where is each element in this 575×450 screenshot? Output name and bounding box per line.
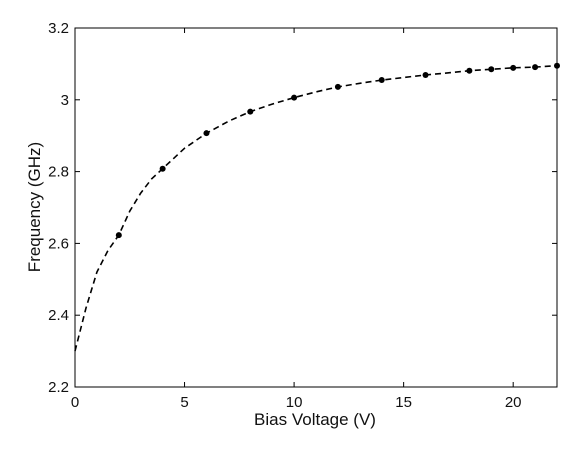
data-point xyxy=(378,77,385,84)
fit-curve-dashed xyxy=(74,64,558,352)
x-axis-title: Bias Voltage (V) xyxy=(254,410,376,429)
data-point xyxy=(203,130,210,137)
data-point xyxy=(532,64,539,71)
data-point xyxy=(422,72,429,79)
data-point xyxy=(291,94,298,101)
x-tick-label: 5 xyxy=(180,394,188,411)
x-tick-label: 20 xyxy=(505,394,522,411)
plot-frame xyxy=(74,27,558,388)
data-point xyxy=(247,108,254,115)
data-point xyxy=(510,64,517,71)
x-tick-label: 10 xyxy=(286,394,303,411)
y-tick-label: 3.2 xyxy=(48,20,69,37)
y-tick-label: 2.6 xyxy=(48,235,69,252)
data-point xyxy=(159,165,166,172)
y-axis-title: Frequency (GHz) xyxy=(25,142,44,272)
y-tick-label: 2.8 xyxy=(48,164,69,181)
y-tick-label: 3 xyxy=(61,92,69,109)
y-tick-label: 2.2 xyxy=(48,379,69,396)
data-point xyxy=(554,62,560,69)
data-point xyxy=(488,66,495,73)
data-point xyxy=(115,232,122,239)
x-tick-label: 15 xyxy=(395,394,412,411)
x-tick-label: 0 xyxy=(71,394,79,411)
data-point xyxy=(334,83,341,90)
y-tick-label: 2.4 xyxy=(48,307,69,324)
data-point xyxy=(466,67,473,74)
